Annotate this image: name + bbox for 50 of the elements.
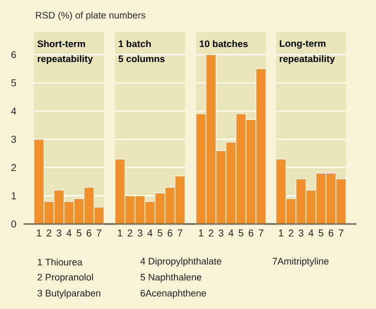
text: 7Amitriptyline <box>272 258 329 266</box>
text: Short-term <box>37 40 85 48</box>
y-tick-label: 6 <box>11 51 16 58</box>
x-tick-label: 7 <box>258 230 264 236</box>
text: 6Acenaphthene <box>140 290 206 298</box>
x-tick-label: 1 <box>36 230 42 236</box>
x-tick-label: 5 <box>318 230 324 236</box>
x-tick-label: 3 <box>56 230 62 237</box>
x-tick-label: 4 <box>66 230 72 236</box>
y-tick-label: 0 <box>11 220 16 228</box>
x-tick-label: 1 <box>118 230 122 236</box>
x-tick-label: 2 <box>288 230 294 236</box>
x-tick-label: 6 <box>86 230 92 237</box>
x-tick-label: 7 <box>338 230 344 236</box>
x-tick-label: 3 <box>218 230 224 237</box>
x-tick-label: 3 <box>138 230 142 237</box>
x-tick-label: 5 <box>76 230 82 236</box>
x-tick-label: 4 <box>147 230 152 236</box>
text: repeatability <box>280 55 335 64</box>
y-tick-label: 3 <box>11 136 16 143</box>
text: 4 Dipropylphthalate <box>140 258 222 266</box>
x-tick-label: 6 <box>168 230 172 237</box>
x-tick-label: 5 <box>238 230 244 236</box>
x-tick-label: 1 <box>279 230 284 236</box>
x-tick-label: 5 <box>158 230 162 236</box>
text: 1 batch <box>118 40 151 48</box>
text: 2 Propranolol <box>38 274 93 282</box>
y-tick-label: 1 <box>12 192 16 200</box>
text: repeatability <box>38 55 93 64</box>
text: 5 Naphthalene <box>140 274 202 282</box>
text: Long-term <box>280 40 326 49</box>
y-tick-label: 2 <box>11 164 16 172</box>
text: 3 Butylparaben <box>38 290 100 298</box>
x-tick-label: 2 <box>208 230 214 236</box>
text: 5 columns <box>118 55 165 62</box>
x-tick-label: 6 <box>328 230 334 237</box>
text: 1 Thiourea <box>38 258 82 266</box>
x-tick-label: 4 <box>228 230 234 236</box>
x-tick-label: 2 <box>46 230 52 236</box>
y-axis-title: RSD (%) of plate numbers <box>36 12 146 20</box>
x-tick-label: 7 <box>96 230 102 236</box>
x-tick-label: 2 <box>128 230 132 236</box>
x-tick-label: 3 <box>298 230 304 237</box>
x-tick-label: 4 <box>308 230 314 236</box>
y-tick-label: 4 <box>11 108 16 114</box>
x-tick-label: 7 <box>178 230 182 236</box>
x-tick-label: 6 <box>248 230 254 237</box>
y-tick-label: 5 <box>11 79 16 86</box>
text: 10 batches <box>200 40 248 48</box>
x-tick-label: 1 <box>198 230 204 236</box>
